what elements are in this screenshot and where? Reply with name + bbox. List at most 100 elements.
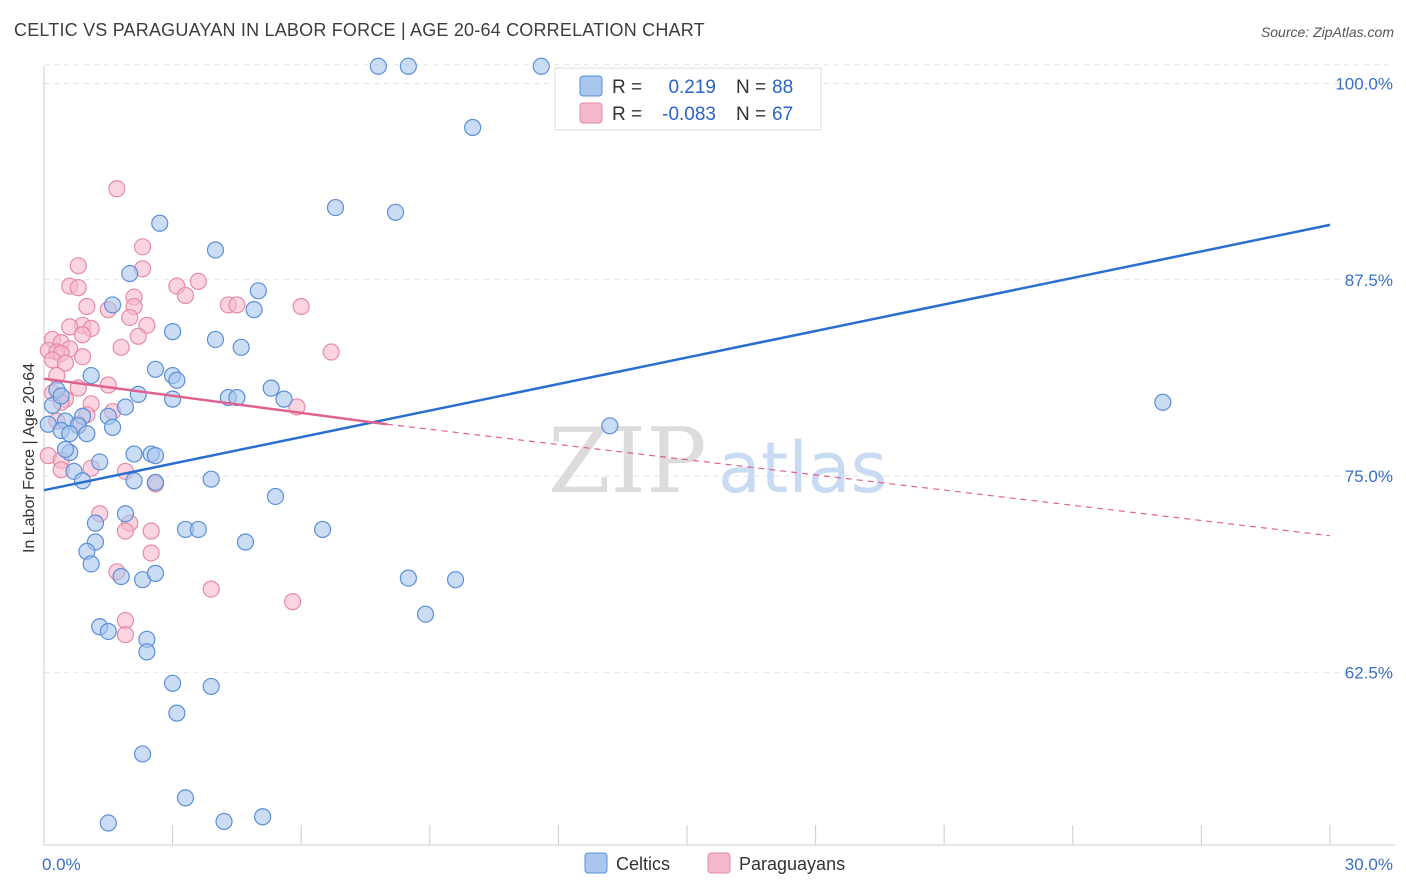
celtics-point	[116, 398, 135, 416]
celtics-point	[532, 57, 550, 75]
celtics-point	[116, 505, 135, 523]
bottom-legend-paraguayans: Paraguayans	[739, 854, 845, 874]
celtics-point	[369, 57, 387, 75]
celtics-point	[386, 203, 405, 221]
paraguayans-point	[129, 327, 147, 345]
celtics-point	[314, 520, 332, 539]
watermark-zip: ZIP	[548, 409, 707, 514]
celtics-point	[112, 567, 130, 586]
paraguayans-point	[121, 308, 139, 327]
paraguayans-point	[322, 343, 340, 361]
paraguayans-point	[73, 348, 92, 366]
paraguayans-point	[142, 522, 160, 540]
celtics-point	[82, 366, 100, 385]
legend-n-value: 67	[772, 104, 793, 125]
celtics-point	[133, 745, 152, 763]
celtics-point	[86, 514, 105, 532]
y-tick-label: 87.5%	[1345, 271, 1393, 290]
celtics-point	[275, 390, 293, 408]
celtics-point	[176, 789, 195, 807]
celtics-point	[99, 814, 117, 832]
celtics-point	[99, 622, 117, 641]
paraguayans-point	[61, 318, 79, 336]
celtics-point	[236, 533, 255, 551]
celtics-point	[168, 704, 186, 722]
bottom-legend: Celtics Paraguayans	[584, 852, 845, 874]
celtics-point	[446, 571, 465, 589]
celtics-point	[202, 677, 220, 696]
celtics-point	[82, 555, 100, 573]
celtics-point	[1154, 393, 1172, 411]
grid-lines	[44, 64, 1395, 673]
paraguayans-point	[108, 180, 126, 198]
celtics-point	[125, 445, 143, 463]
paraguayans-point	[99, 376, 117, 394]
x-tick-label: 30.0%	[1345, 855, 1393, 874]
celtics-point	[399, 569, 417, 587]
x-tick-label: 0.0%	[42, 855, 81, 874]
legend-n-label: N =	[736, 77, 766, 98]
celtics-point	[164, 390, 182, 408]
celtics-point	[262, 379, 280, 397]
paraguayans-point	[284, 593, 302, 611]
celtics-point	[146, 473, 165, 491]
trend-lines	[43, 223, 1331, 537]
celtics-point	[138, 643, 156, 661]
bottom-legend-swatch-paraguayans	[707, 852, 731, 874]
celtics-point	[146, 447, 165, 465]
celtics-point	[254, 808, 272, 826]
y-axis-title: In Labor Force | Age 20-64	[21, 363, 38, 553]
celtics-point	[206, 241, 225, 259]
celtics-point	[129, 385, 147, 404]
celtics-point	[249, 282, 267, 300]
bottom-legend-swatch-celtics	[584, 852, 608, 874]
paraguayans-point	[202, 580, 220, 598]
celtics-point	[146, 564, 165, 582]
paraguayans-point	[116, 522, 135, 540]
celtics-point	[215, 812, 233, 831]
paraguayans-point	[189, 272, 207, 290]
paraguayans-trend-line	[43, 377, 388, 426]
source-credit: Source: ZipAtlas.com	[1260, 24, 1394, 40]
paraguayans-point	[228, 296, 246, 314]
chart-title: CELTIC VS PARAGUAYAN IN LABOR FORCE | AG…	[14, 20, 705, 40]
celtics-point	[61, 425, 79, 443]
paraguayans-trend-extension	[386, 423, 1331, 537]
paraguayans-point	[142, 544, 160, 562]
celtics-point	[103, 418, 122, 436]
celtics-point	[168, 371, 186, 389]
paraguayans-point	[69, 257, 87, 275]
celtics-point	[206, 330, 225, 349]
celtics-point	[78, 425, 96, 443]
celtics-point	[232, 338, 250, 356]
legend-r-label: R =	[612, 77, 642, 98]
celtics-point	[164, 674, 182, 692]
celtics-point	[121, 264, 139, 283]
y-tick-labels: 62.5% 75.0% 87.5% 100.0%	[1335, 75, 1393, 683]
paraguayans-point	[56, 354, 75, 372]
celtics-point	[56, 440, 75, 458]
celtics-point	[399, 57, 417, 75]
watermark-atlas: atlas	[718, 427, 887, 509]
legend-r-value: -0.083	[662, 104, 716, 125]
paraguayans-point	[112, 338, 130, 356]
celtics-point	[125, 472, 143, 490]
bottom-legend-celtics: Celtics	[616, 854, 670, 874]
paraguayans-point	[292, 297, 310, 316]
celtics-point	[416, 605, 435, 623]
paraguayans-point	[116, 626, 135, 644]
legend-r-label: R =	[612, 104, 642, 125]
celtics-point	[202, 470, 220, 488]
celtics-point	[464, 118, 482, 137]
watermark: ZIP atlas	[548, 409, 887, 514]
data-points	[39, 57, 1172, 832]
celtics-point	[601, 417, 619, 435]
celtics-point	[52, 387, 70, 405]
legend-swatch-paraguayans	[579, 102, 603, 124]
celtics-point	[266, 487, 285, 506]
paraguayans-point	[78, 297, 96, 316]
y-tick-label: 100.0%	[1335, 75, 1393, 94]
legend-n-label: N =	[736, 104, 766, 125]
legend-swatch-celtics	[579, 75, 603, 97]
